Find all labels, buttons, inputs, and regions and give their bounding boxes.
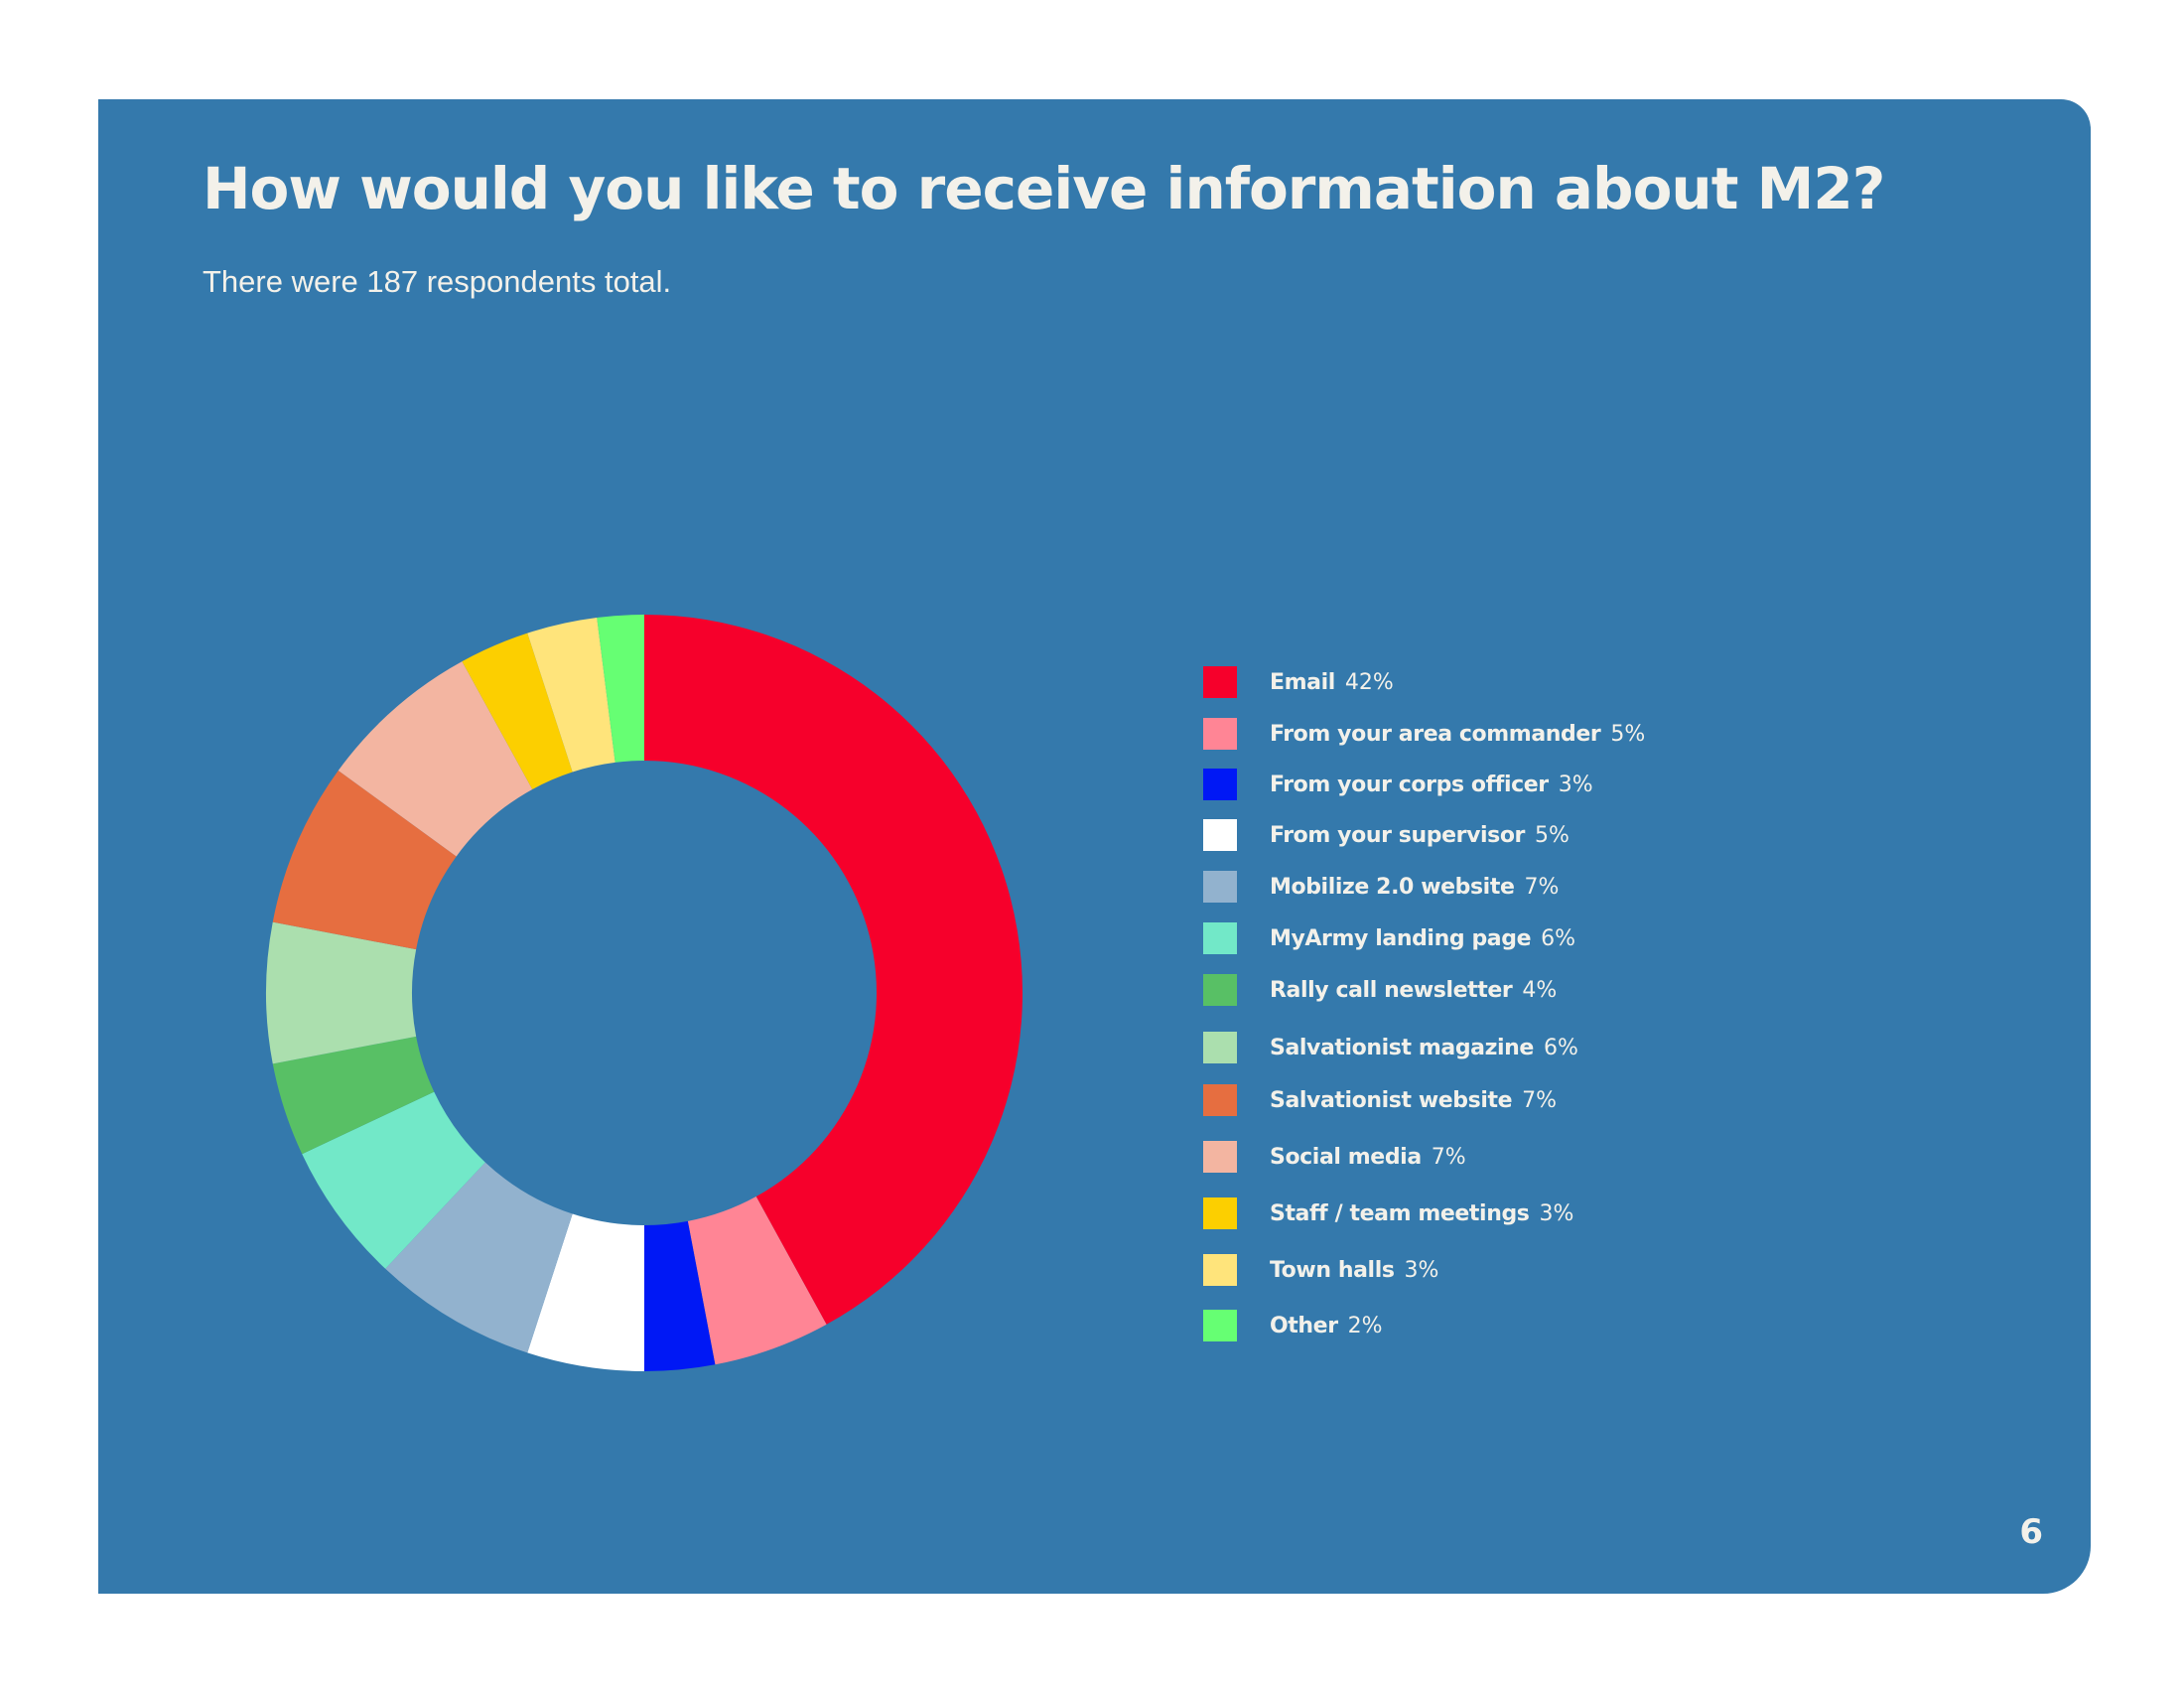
donut-chart: [266, 615, 1023, 1371]
legend-swatch: [1203, 718, 1237, 750]
donut-slice-staff-team-meetings: [462, 633, 573, 789]
donut-slice-social-media: [338, 661, 533, 857]
legend-value: 7%: [1522, 1087, 1558, 1113]
page-number: 6: [2019, 1512, 2043, 1552]
legend-item-staff-team-meetings: Staff / team meetings 3%: [1203, 1196, 1573, 1230]
legend-label: Email: [1270, 669, 1335, 695]
legend-label: Staff / team meetings: [1270, 1200, 1530, 1226]
donut-slice-myarmy-landing-page: [302, 1091, 485, 1269]
page-subtitle: There were 187 respondents total.: [203, 264, 672, 299]
donut-slice-from-your-area-commander: [687, 1196, 827, 1365]
legend-label: Salvationist magazine: [1270, 1035, 1534, 1060]
donut-slice-from-your-supervisor: [527, 1213, 644, 1371]
legend-swatch: [1203, 1032, 1237, 1063]
legend-label: From your area commander: [1270, 721, 1601, 747]
legend-item-salvationist-website: Salvationist website 7%: [1203, 1083, 1557, 1117]
legend-item-myarmy-landing-page: MyArmy landing page 6%: [1203, 921, 1575, 955]
legend-value: 3%: [1404, 1257, 1439, 1283]
legend-item-from-your-area-commander: From your area commander 5%: [1203, 717, 1645, 751]
legend-value: 5%: [1610, 721, 1646, 747]
legend-swatch: [1203, 871, 1237, 903]
donut-slice-rally-call-newsletter: [272, 1036, 435, 1155]
donut-slice-salvationist-website: [272, 771, 457, 950]
legend-swatch: [1203, 974, 1237, 1006]
legend-swatch: [1203, 1197, 1237, 1229]
legend-item-mobilize-2-0-website: Mobilize 2.0 website 7%: [1203, 870, 1559, 904]
legend-swatch: [1203, 666, 1237, 698]
legend-swatch: [1203, 819, 1237, 851]
legend-label: MyArmy landing page: [1270, 925, 1532, 951]
legend-item-salvationist-magazine: Salvationist magazine 6%: [1203, 1031, 1578, 1064]
legend-label: Social media: [1270, 1144, 1422, 1170]
chart-legend: Email 42% From your area commander 5% From y…: [1203, 665, 1898, 1360]
legend-label: From your corps officer: [1270, 772, 1549, 797]
legend-label: Rally call newsletter: [1270, 977, 1513, 1003]
donut-slice-other: [597, 615, 644, 763]
page-title: How would you like to receive informatio…: [203, 155, 1885, 222]
donut-slice-town-halls: [527, 618, 615, 773]
chart-panel: How would you like to receive informatio…: [98, 99, 2091, 1594]
legend-item-email: Email 42%: [1203, 665, 1394, 699]
legend-value: 6%: [1541, 925, 1576, 951]
legend-item-other: Other 2%: [1203, 1309, 1383, 1342]
legend-swatch: [1203, 1254, 1237, 1286]
legend-item-social-media: Social media 7%: [1203, 1140, 1466, 1174]
legend-swatch: [1203, 1084, 1237, 1116]
donut-slice-email: [644, 615, 1023, 1325]
legend-swatch: [1203, 922, 1237, 954]
legend-value: 3%: [1539, 1200, 1574, 1226]
legend-swatch: [1203, 769, 1237, 800]
legend-item-from-your-supervisor: From your supervisor 5%: [1203, 818, 1570, 852]
legend-value: 7%: [1431, 1144, 1466, 1170]
legend-label: Other: [1270, 1313, 1338, 1338]
legend-label: From your supervisor: [1270, 822, 1526, 848]
legend-swatch: [1203, 1310, 1237, 1341]
donut-slice-from-your-corps-officer: [644, 1220, 716, 1371]
legend-value: 6%: [1543, 1035, 1578, 1060]
legend-item-from-your-corps-officer: From your corps officer 3%: [1203, 768, 1593, 801]
legend-value: 3%: [1558, 772, 1593, 797]
legend-item-rally-call-newsletter: Rally call newsletter 4%: [1203, 973, 1557, 1007]
legend-value: 4%: [1522, 977, 1558, 1003]
legend-label: Town halls: [1270, 1257, 1395, 1283]
legend-value: 2%: [1347, 1313, 1383, 1338]
legend-value: 42%: [1344, 669, 1394, 695]
legend-value: 5%: [1535, 822, 1570, 848]
legend-item-town-halls: Town halls 3%: [1203, 1253, 1438, 1287]
legend-value: 7%: [1524, 874, 1560, 900]
legend-swatch: [1203, 1141, 1237, 1173]
donut-slice-mobilize-2-0-website: [385, 1162, 573, 1353]
donut-slice-salvationist-magazine: [266, 921, 417, 1064]
legend-label: Salvationist website: [1270, 1087, 1513, 1113]
legend-label: Mobilize 2.0 website: [1270, 874, 1515, 900]
